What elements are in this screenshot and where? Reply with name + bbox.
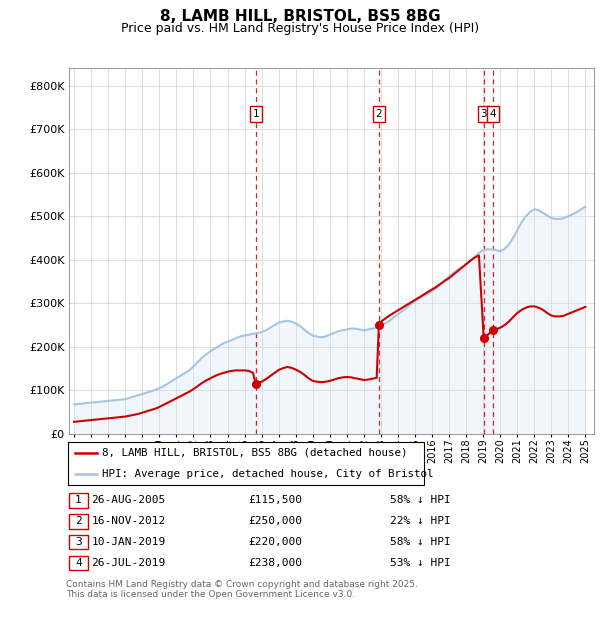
Text: 58% ↓ HPI: 58% ↓ HPI	[389, 495, 451, 505]
FancyBboxPatch shape	[68, 442, 424, 485]
Text: Contains HM Land Registry data © Crown copyright and database right 2025.
This d: Contains HM Land Registry data © Crown c…	[66, 580, 418, 599]
FancyBboxPatch shape	[68, 514, 88, 528]
Text: £115,500: £115,500	[248, 495, 302, 505]
Text: 10-JAN-2019: 10-JAN-2019	[92, 537, 166, 547]
Text: 2: 2	[75, 516, 82, 526]
Text: £238,000: £238,000	[248, 558, 302, 568]
Text: Price paid vs. HM Land Registry's House Price Index (HPI): Price paid vs. HM Land Registry's House …	[121, 22, 479, 35]
Text: 3: 3	[481, 109, 487, 119]
FancyBboxPatch shape	[68, 535, 88, 549]
Text: 26-AUG-2005: 26-AUG-2005	[92, 495, 166, 505]
Text: 4: 4	[75, 558, 82, 568]
Text: 8, LAMB HILL, BRISTOL, BS5 8BG: 8, LAMB HILL, BRISTOL, BS5 8BG	[160, 9, 440, 24]
Text: 1: 1	[75, 495, 82, 505]
Text: 1: 1	[253, 109, 259, 119]
FancyBboxPatch shape	[68, 556, 88, 570]
Text: 16-NOV-2012: 16-NOV-2012	[92, 516, 166, 526]
Text: HPI: Average price, detached house, City of Bristol: HPI: Average price, detached house, City…	[102, 469, 433, 479]
Text: 26-JUL-2019: 26-JUL-2019	[92, 558, 166, 568]
Text: 58% ↓ HPI: 58% ↓ HPI	[389, 537, 451, 547]
FancyBboxPatch shape	[68, 493, 88, 508]
Text: 22% ↓ HPI: 22% ↓ HPI	[389, 516, 451, 526]
Text: 3: 3	[75, 537, 82, 547]
Text: 8, LAMB HILL, BRISTOL, BS5 8BG (detached house): 8, LAMB HILL, BRISTOL, BS5 8BG (detached…	[102, 448, 407, 458]
Text: 2: 2	[376, 109, 382, 119]
Text: 53% ↓ HPI: 53% ↓ HPI	[389, 558, 451, 568]
Text: £220,000: £220,000	[248, 537, 302, 547]
Text: £250,000: £250,000	[248, 516, 302, 526]
Text: 4: 4	[490, 109, 496, 119]
